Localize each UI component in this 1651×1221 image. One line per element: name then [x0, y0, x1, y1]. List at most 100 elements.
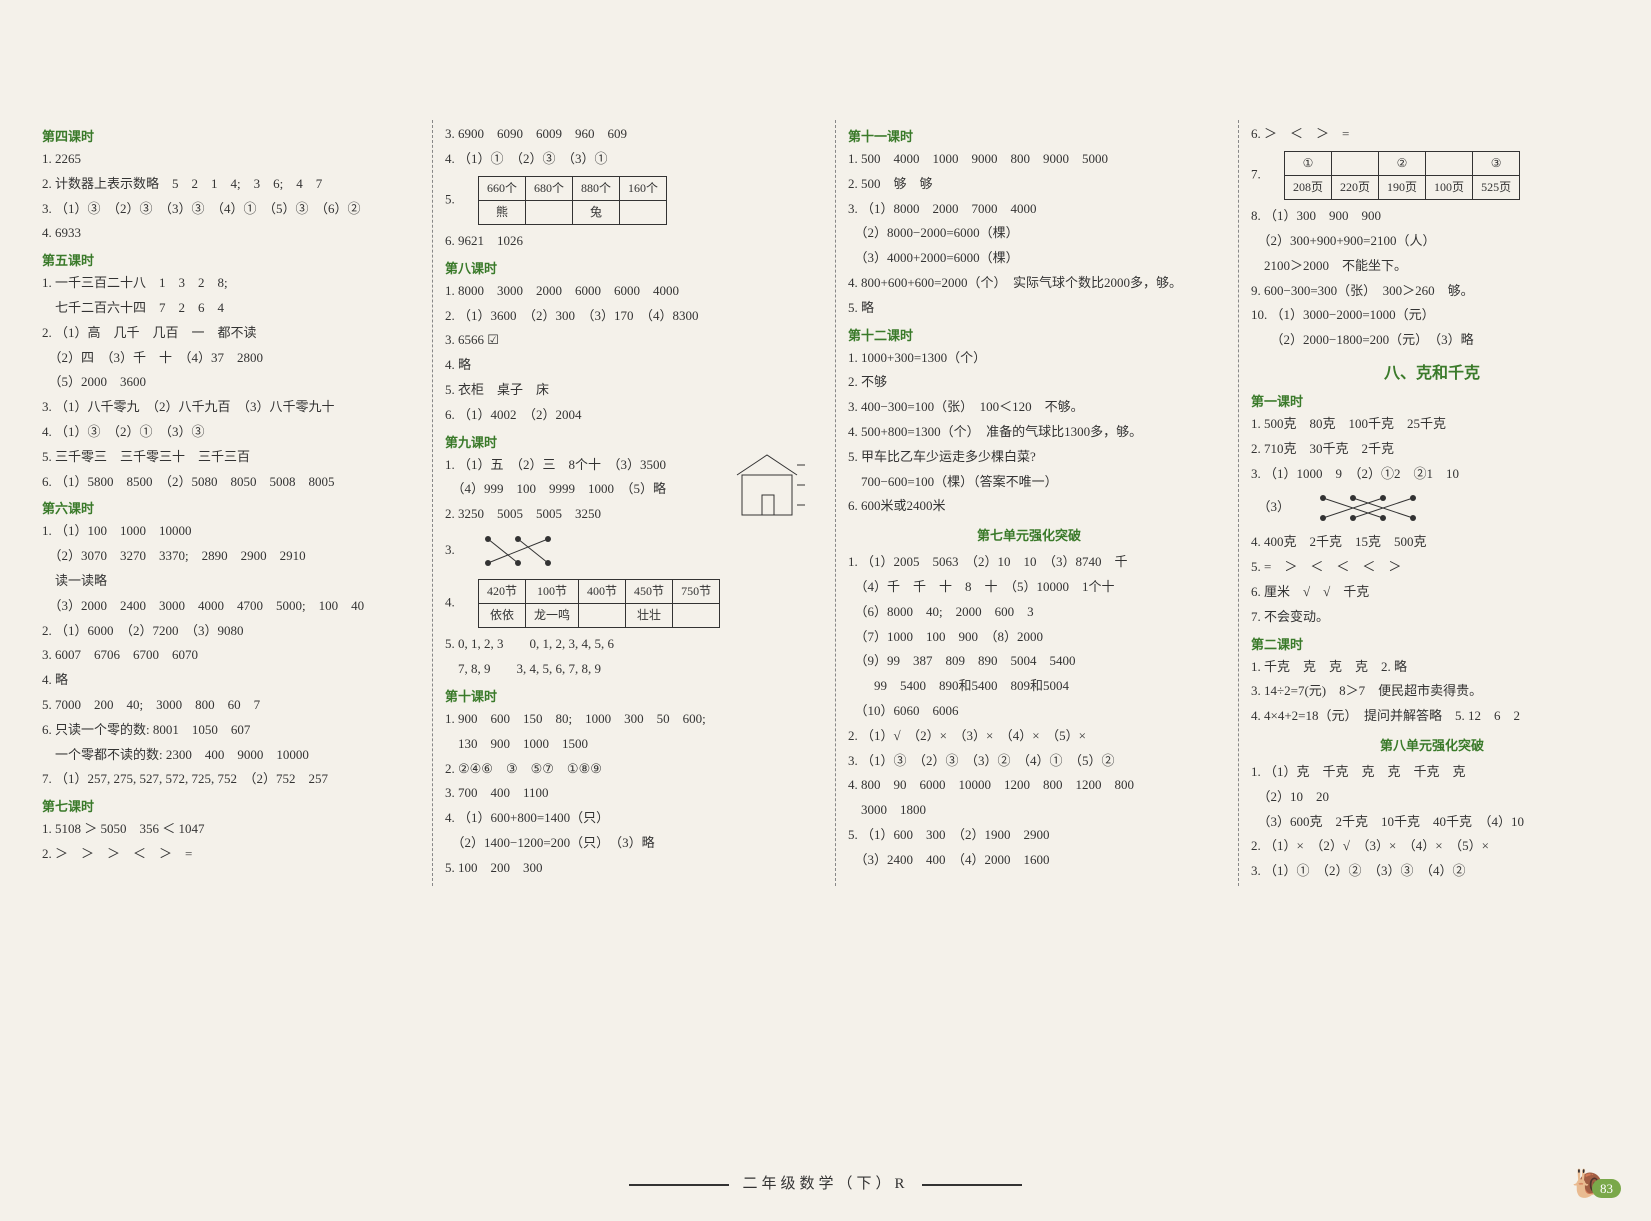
text-line: 1. 500克 80克 100千克 25千克: [1251, 414, 1613, 435]
text-line: （2）2000−1800=200（元） （3）略: [1251, 330, 1613, 351]
text-line: 读一读略: [42, 571, 404, 592]
text-line: 2. （1）× （2）√ （3）× （4）× （5）×: [1251, 836, 1613, 857]
text-line: 7, 8, 9 3, 4, 5, 6, 7, 8, 9: [445, 659, 807, 680]
text-line: （4）千 千 十 8 十 （5）10000 1个十: [848, 577, 1210, 598]
house-diagram: [727, 450, 807, 520]
text-line: 6. （1）4002 （2）2004: [445, 405, 807, 426]
text-line: 2. 不够: [848, 372, 1210, 393]
text-line: 5. （1）600 300 （2）1900 2900: [848, 825, 1210, 846]
text-line: 1. 一千三百二十八 1 3 2 8;: [42, 273, 404, 294]
table-cell: 100页: [1426, 175, 1473, 199]
text-line: 1. （1）2005 5063 （2）10 10 （3）8740 千: [848, 552, 1210, 573]
page-content: 第四课时 1. 2265 2. 计数器上表示数略 5 2 1 4; 3 6; 4…: [0, 0, 1651, 946]
column-1: 第四课时 1. 2265 2. 计数器上表示数略 5 2 1 4; 3 6; 4…: [30, 120, 412, 886]
page-number: 83: [1592, 1179, 1621, 1198]
text-line: 2. （1）6000 （2）7200 （3）9080: [42, 621, 404, 642]
text-line: 1. 8000 3000 2000 6000 6000 4000: [445, 281, 807, 302]
text-line: 6. 厘米 √ √ 千克: [1251, 582, 1613, 603]
text-line: 9. 600−300=300（张） 300＞260 够。: [1251, 281, 1613, 302]
text-line: 4. 500+800=1300（个） 准备的气球比1300多，够。: [848, 422, 1210, 443]
text-line: 3. （1）8000 2000 7000 4000: [848, 199, 1210, 220]
table-cell: ①: [1285, 151, 1332, 175]
text-line: 4. 略: [42, 670, 404, 691]
text-line: 5. 甲车比乙车少运走多少棵白菜?: [848, 447, 1210, 468]
text-line: 2100＞2000 不能坐下。: [1251, 256, 1613, 277]
table-cell: 420节: [479, 579, 526, 603]
text-line: 3.: [445, 529, 807, 573]
table-cell: 450节: [626, 579, 673, 603]
table-4: 420节100节400节450节750节 依依龙一鸣壮壮: [478, 579, 720, 628]
lesson-8-head: 第八课时: [445, 258, 807, 277]
text-line: 3. 14÷2=7(元) 8＞7 便民超市卖得贵。: [1251, 681, 1613, 702]
table-cell: 熊: [479, 200, 526, 224]
table-cell: 880个: [573, 176, 620, 200]
text-line: 130 900 1000 1500: [445, 734, 807, 755]
text-line: 2. 500 够 够: [848, 174, 1210, 195]
text-line: 5. 0, 1, 2, 3 0, 1, 2, 3, 4, 5, 6: [445, 634, 807, 655]
text-line: 3. 400−300=100（张） 100＜120 不够。: [848, 397, 1210, 418]
text-line: 4. 800+600+600=2000（个） 实际气球个数比2000多，够。: [848, 273, 1210, 294]
table-cell: 680个: [526, 176, 573, 200]
unit-8-breakthrough-head: 第八单元强化突破: [1251, 735, 1613, 754]
lesson-7-head: 第七课时: [42, 796, 404, 815]
text-line: 一个零都不读的数: 2300 400 9000 10000: [42, 745, 404, 766]
footer-rule-right: [922, 1184, 1022, 1186]
text-line: 6. 600米或2400米: [848, 496, 1210, 517]
table-cell: 400节: [579, 579, 626, 603]
column-4: 6. ＞ ＜ ＞ = 7. ①②③ 208页220页190页100页525页 8…: [1238, 120, 1621, 886]
lesson-6-head: 第六课时: [42, 498, 404, 517]
table-cell: [620, 200, 667, 224]
text-line: 8. （1）300 900 900: [1251, 206, 1613, 227]
text-line: 700−600=100（棵）（答案不唯一）: [848, 472, 1210, 493]
text-line: 1. 500 4000 1000 9000 800 9000 5000: [848, 149, 1210, 170]
text-line: 1. 2265: [42, 149, 404, 170]
text-line: 3000 1800: [848, 800, 1210, 821]
page-number-badge: 🐌 83: [1572, 1167, 1621, 1201]
text-line: 1. 5108 ＞ 5050 356 ＜ 1047: [42, 819, 404, 840]
lesson-11-head: 第十一课时: [848, 126, 1210, 145]
table-cell: [673, 604, 720, 628]
matching-diagram: [1313, 490, 1423, 526]
text-line: 5. 7000 200 40; 3000 800 60 7: [42, 695, 404, 716]
text-line: 4. （1）600+800=1400（只）: [445, 808, 807, 829]
table-cell: 525页: [1473, 175, 1520, 199]
matching-diagram: [478, 531, 568, 571]
page-footer: 二年级数学（下）R: [0, 1172, 1651, 1193]
text-line: 1. 千克 克 克 克 2. 略: [1251, 657, 1613, 678]
text-line: 5. 100 200 300: [445, 858, 807, 879]
text-line: 2. （1）√ （2）× （3）× （4）× （5）×: [848, 726, 1210, 747]
text-line: 3. （1）八千零九 （2）八千九百 （3）八千零九十: [42, 397, 404, 418]
text-line: 3. 6566 ☑: [445, 330, 807, 351]
lesson-12-head: 第十二课时: [848, 325, 1210, 344]
lesson-9-head: 第九课时: [445, 432, 807, 451]
table-cell: [1426, 151, 1473, 175]
text-line: （9）99 387 809 890 5004 5400: [848, 651, 1210, 672]
column-3: 第十一课时 1. 500 4000 1000 9000 800 9000 500…: [835, 120, 1218, 886]
text-line: 3. （1）1000 9 （2）①2 ②1 10: [1251, 464, 1613, 485]
item-prefix: 5.: [445, 191, 455, 206]
text-line: 2. （1）3600 （2）300 （3）170 （4）8300: [445, 306, 807, 327]
text-line: 3. 6007 6706 6700 6070: [42, 645, 404, 666]
text-line: 2. ②④⑥ ③ ⑤⑦ ①⑧⑨: [445, 759, 807, 780]
text-line: （2）1400−1200=200（只） （3）略: [445, 833, 807, 854]
text-line: 5. = ＞ ＜ ＜ ＜ ＞: [1251, 557, 1613, 578]
table-cell: 兔: [573, 200, 620, 224]
table-7: ①②③ 208页220页190页100页525页: [1284, 151, 1520, 200]
text-line: （10）6060 6006: [848, 701, 1210, 722]
text-line: 4. （1）① （2）③ （3）①: [445, 149, 807, 170]
unit-7-breakthrough-head: 第七单元强化突破: [848, 525, 1210, 544]
table-cell: [579, 604, 626, 628]
table-cell: [526, 200, 573, 224]
text-line: 3. （1）③ （2）③ （3）③ （4）① （5）③ （6）②: [42, 199, 404, 220]
text-line: 4. （1）③ （2）① （3）③: [42, 422, 404, 443]
text-line: 6. （1）5800 8500 （2）5080 8050 5008 8005: [42, 472, 404, 493]
text-line: （3）600克 2千克 10千克 40千克 （4）10: [1251, 812, 1613, 833]
text-line: 2. ＞ ＞ ＞ ＜ ＞ =: [42, 844, 404, 865]
table-cell: 壮壮: [626, 604, 673, 628]
item-prefix: 4.: [445, 595, 455, 610]
text-line: 6. 只读一个零的数: 8001 1050 607: [42, 720, 404, 741]
text-line: 3. 700 400 1100: [445, 783, 807, 804]
table-cell: 660个: [479, 176, 526, 200]
table-cell: [1332, 151, 1379, 175]
item-prefix: 7.: [1251, 166, 1261, 181]
